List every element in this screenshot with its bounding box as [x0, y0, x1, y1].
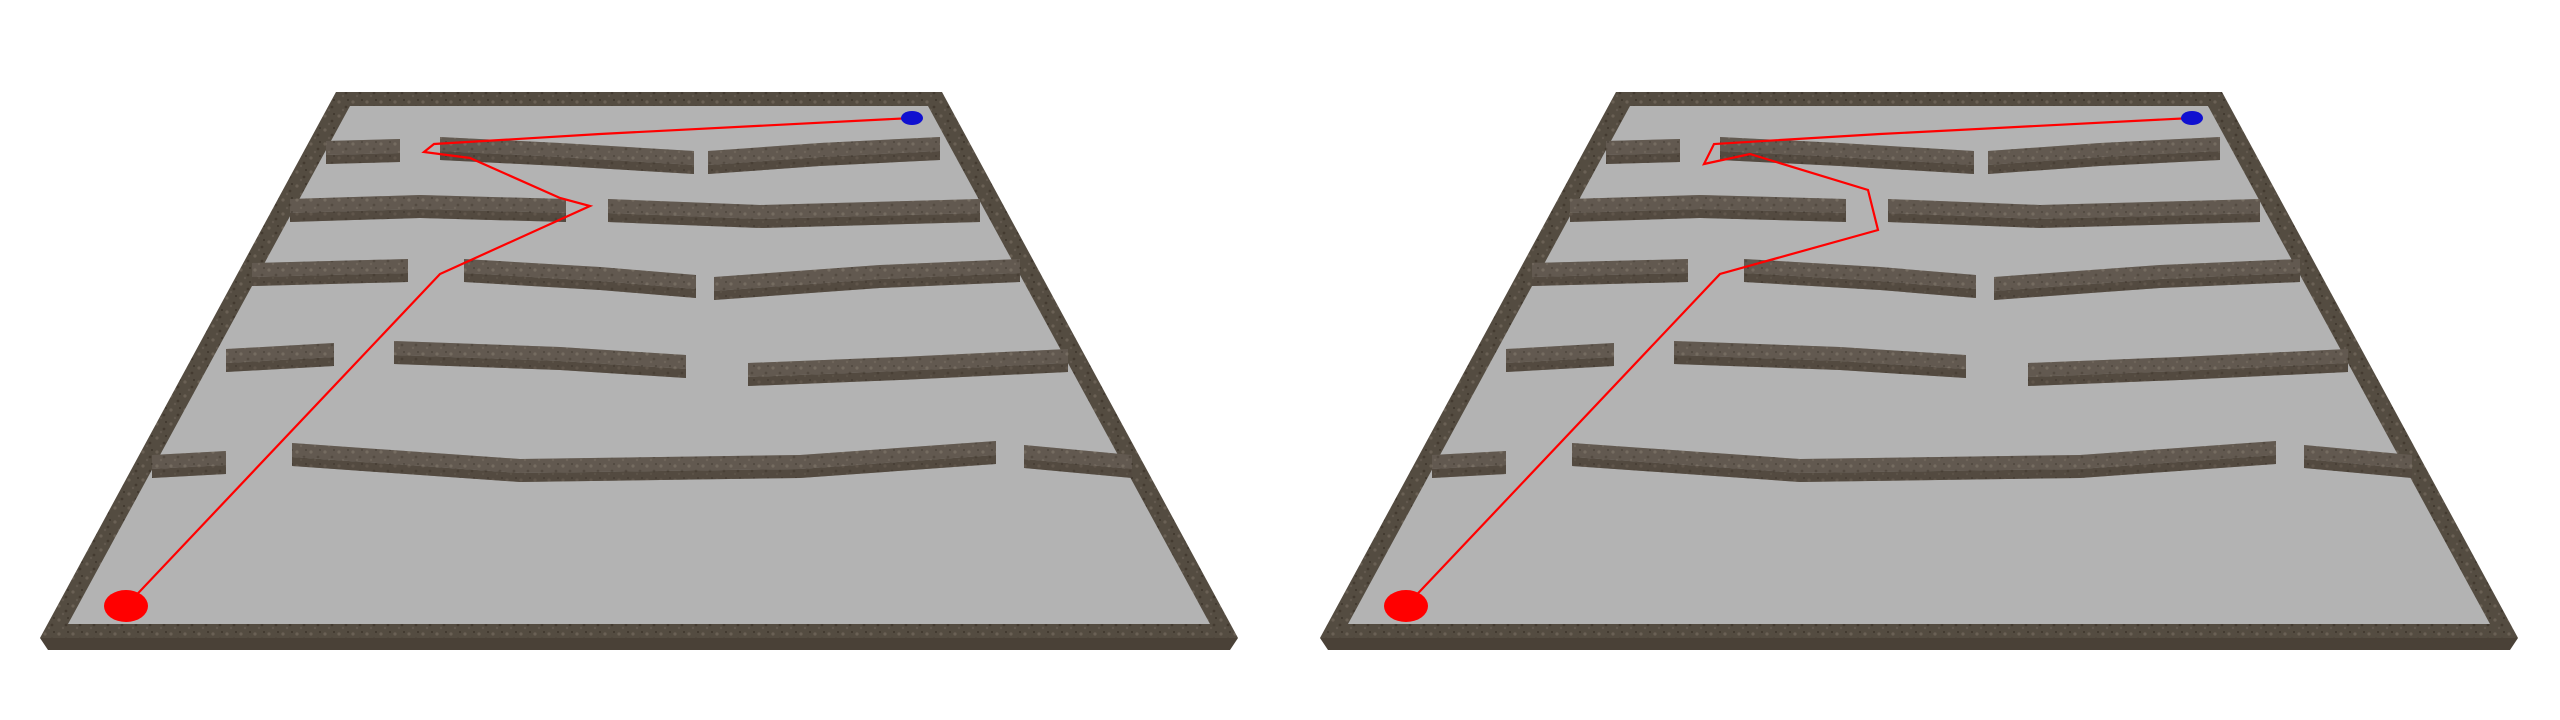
maze-panel-right: [1320, 92, 2518, 650]
right-row5-wall-b: [1572, 441, 2276, 482]
right-front-wall-face: [1320, 638, 2518, 650]
left-front-wall-face: [40, 638, 1238, 650]
left-row1-wall-c: [708, 137, 940, 174]
right-row2-wall-a: [1570, 195, 1846, 222]
left-row2-wall-b: [608, 199, 980, 228]
left-row4-wall-a: [226, 343, 334, 372]
left-row1-wall-b: [440, 137, 694, 174]
left-row1-wall-a: [326, 139, 400, 164]
left-goal-marker-icon: [901, 111, 923, 125]
right-goal-marker-icon: [2181, 111, 2203, 125]
left-row2-wall-a: [290, 195, 566, 222]
right-row3-wall-c: [1994, 259, 2300, 300]
right-row2-wall-b: [1888, 199, 2260, 228]
left-row3-wall-c: [714, 259, 1020, 300]
left-row5-wall-a: [152, 451, 226, 478]
left-row5-wall-c: [1024, 445, 1132, 478]
right-row5-wall-c: [2304, 445, 2412, 478]
right-row1-wall-c: [1988, 137, 2220, 174]
right-solution-path: [1405, 116, 2193, 607]
left-row3-wall-b: [464, 259, 696, 298]
left-start-marker-icon: [104, 590, 148, 622]
right-row1-wall-b: [1720, 137, 1974, 174]
right-row1-wall-a: [1606, 139, 1680, 164]
maze-panel-left: [40, 92, 1238, 650]
left-row4-wall-b: [394, 341, 686, 378]
right-start-marker-icon: [1384, 590, 1428, 622]
right-row3-wall-b: [1744, 259, 1976, 298]
left-row5-wall-b: [292, 441, 996, 482]
right-row3-wall-a: [1532, 259, 1688, 286]
left-solution-path: [125, 116, 913, 607]
right-row4-wall-b: [1674, 341, 1966, 378]
right-row4-wall-a: [1506, 343, 1614, 372]
right-row5-wall-a: [1432, 451, 1506, 478]
left-row3-wall-a: [252, 259, 408, 286]
right-row4-wall-c: [2028, 349, 2348, 386]
left-row4-wall-c: [748, 349, 1068, 386]
